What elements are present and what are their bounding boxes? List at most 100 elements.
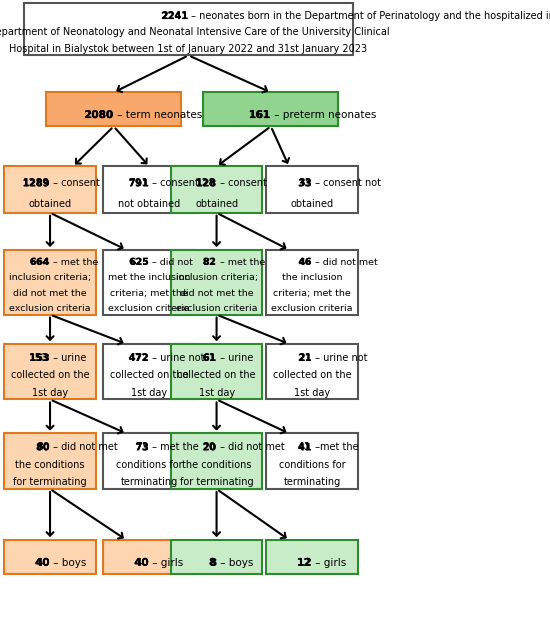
Text: 20: 20 [203,442,216,453]
Text: 12: 12 [297,557,312,567]
Text: collected on the: collected on the [11,370,89,380]
Text: 1st day: 1st day [131,388,167,397]
Text: – term neonates: – term neonates [114,110,202,120]
Text: 153: 153 [29,353,50,363]
Text: 625: 625 [129,258,149,267]
FancyBboxPatch shape [266,167,358,213]
FancyBboxPatch shape [266,344,358,399]
Text: met the inclusion: met the inclusion [108,273,190,282]
FancyBboxPatch shape [46,92,181,126]
Text: 1st day: 1st day [199,388,235,397]
Text: for terminating: for terminating [13,477,87,487]
Text: criteria; met the: criteria; met the [111,288,188,298]
Text: 128: 128 [196,179,216,188]
Text: 791: 791 [129,179,149,188]
Text: 664: 664 [30,258,50,267]
Text: 161: 161 [249,110,271,120]
Text: 791: 791 [129,179,149,188]
Text: obtained: obtained [195,200,238,210]
Text: – did not met: – did not met [217,442,284,453]
Text: 41: 41 [298,442,312,453]
Text: – preterm neonates: – preterm neonates [271,110,376,120]
FancyBboxPatch shape [266,540,358,574]
Text: inclusion criteria;: inclusion criteria; [9,273,91,282]
Text: 40: 40 [134,557,149,567]
FancyBboxPatch shape [103,540,195,574]
Text: – met the: – met the [217,258,265,267]
FancyBboxPatch shape [4,540,96,574]
Text: – did not: – did not [149,258,193,267]
Text: – consent not: – consent not [312,179,381,188]
Text: – urine not: – urine not [149,353,205,363]
Text: – urine: – urine [50,353,86,363]
Text: 40: 40 [134,557,149,567]
Text: obtained: obtained [290,200,333,210]
Text: collected on the: collected on the [177,370,256,380]
Text: 40: 40 [35,557,50,567]
Text: – girls: – girls [312,557,346,567]
Text: 46: 46 [298,258,312,267]
Text: the inclusion: the inclusion [282,273,342,282]
Text: – met the: – met the [50,258,98,267]
Text: criteria; met the: criteria; met the [273,288,351,298]
Text: did not met the: did not met the [13,288,87,298]
Text: conditions for: conditions for [279,459,345,470]
Text: 12: 12 [297,557,312,567]
Text: 1st day: 1st day [32,388,68,397]
Text: collected on the: collected on the [110,370,189,380]
Text: collected on the: collected on the [273,370,351,380]
FancyBboxPatch shape [266,250,358,314]
Text: 153: 153 [29,353,50,363]
FancyBboxPatch shape [4,344,96,399]
Text: – consent: – consent [149,179,199,188]
Text: 128: 128 [196,179,216,188]
Text: 2241: 2241 [161,11,188,21]
FancyBboxPatch shape [103,250,195,314]
Text: Department of Neonatology and Neonatal Intensive Care of the University Clinical: Department of Neonatology and Neonatal I… [0,27,389,37]
FancyBboxPatch shape [170,250,262,314]
Text: 80: 80 [36,442,50,453]
Text: 8: 8 [209,557,216,567]
Text: 33: 33 [298,179,312,188]
Text: 161: 161 [249,110,271,120]
Text: – did not met: – did not met [312,258,378,267]
Text: 80: 80 [36,442,50,453]
Text: 21: 21 [298,353,312,363]
Text: Hospital in Bialystok between 1st of January 2022 and 31st January 2023: Hospital in Bialystok between 1st of Jan… [9,44,367,54]
Text: 61: 61 [203,353,216,363]
Text: – boys: – boys [50,557,86,567]
Text: terminating: terminating [283,477,340,487]
FancyBboxPatch shape [4,433,96,489]
Text: 8: 8 [209,557,216,567]
Text: the conditions: the conditions [182,459,251,470]
Text: 1289: 1289 [23,179,50,188]
Text: 73: 73 [135,442,149,453]
Text: 46: 46 [298,258,312,267]
FancyBboxPatch shape [24,3,353,55]
Text: – met the: – met the [149,442,199,453]
Text: – urine: – urine [217,353,253,363]
FancyBboxPatch shape [266,433,358,489]
Text: 2241: 2241 [161,11,188,21]
Text: exclusion criteria: exclusion criteria [9,304,91,313]
FancyBboxPatch shape [103,167,195,213]
Text: – did not met: – did not met [50,442,118,453]
Text: 73: 73 [135,442,149,453]
FancyBboxPatch shape [170,344,262,399]
Text: – consent: – consent [50,179,100,188]
Text: exclusion criteria: exclusion criteria [271,304,353,313]
Text: 40: 40 [35,557,50,567]
FancyBboxPatch shape [170,540,262,574]
Text: 472: 472 [129,353,149,363]
Text: 472: 472 [129,353,149,363]
Text: exclusion criteria: exclusion criteria [108,304,190,313]
Text: exclusion criteria: exclusion criteria [176,304,257,313]
Text: 1st day: 1st day [294,388,330,397]
Text: 61: 61 [203,353,216,363]
Text: 2080: 2080 [84,110,113,120]
Text: obtained: obtained [29,200,72,210]
Text: 82: 82 [203,258,216,267]
Text: 1289: 1289 [23,179,50,188]
Text: 21: 21 [298,353,312,363]
Text: 33: 33 [298,179,312,188]
